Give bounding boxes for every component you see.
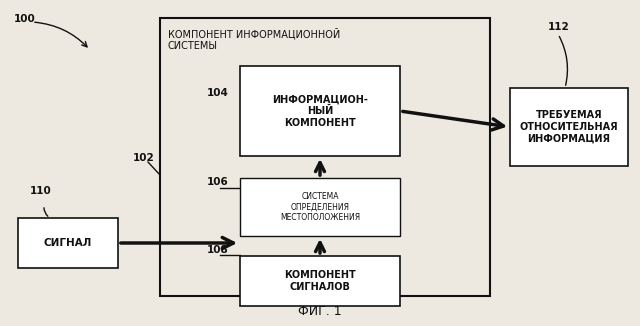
Bar	[510, 88, 628, 166]
Bar	[240, 256, 400, 306]
Text: КОМПОНЕНТ ИНФОРМАЦИОННОЙ
СИСТЕМЫ: КОМПОНЕНТ ИНФОРМАЦИОННОЙ СИСТЕМЫ	[168, 28, 340, 51]
Text: ТРЕБУЕМАЯ
ОТНОСИТЕЛЬНАЯ
ИНФОРМАЦИЯ: ТРЕБУЕМАЯ ОТНОСИТЕЛЬНАЯ ИНФОРМАЦИЯ	[520, 111, 618, 143]
Text: 106: 106	[207, 177, 228, 187]
Bar	[240, 178, 400, 236]
Bar	[18, 218, 118, 268]
Text: ФИГ. 1: ФИГ. 1	[298, 305, 342, 318]
Text: СИГНАЛ: СИГНАЛ	[44, 238, 92, 248]
Bar	[160, 18, 490, 296]
Text: 112: 112	[548, 22, 570, 32]
Text: 110: 110	[30, 186, 52, 196]
Text: 100: 100	[14, 14, 36, 24]
Text: 104: 104	[207, 88, 229, 98]
Text: СИСТЕМА
ОПРЕДЕЛЕНИЯ
МЕСТОПОЛОЖЕНИЯ: СИСТЕМА ОПРЕДЕЛЕНИЯ МЕСТОПОЛОЖЕНИЯ	[280, 192, 360, 222]
Text: 102: 102	[133, 153, 155, 163]
Text: 108: 108	[207, 245, 228, 255]
Text: ИНФОРМАЦИОН-
НЫЙ
КОМПОНЕНТ: ИНФОРМАЦИОН- НЫЙ КОМПОНЕНТ	[272, 94, 368, 128]
Bar	[240, 66, 400, 156]
Text: КОМПОНЕНТ
СИГНАЛОВ: КОМПОНЕНТ СИГНАЛОВ	[284, 270, 356, 292]
